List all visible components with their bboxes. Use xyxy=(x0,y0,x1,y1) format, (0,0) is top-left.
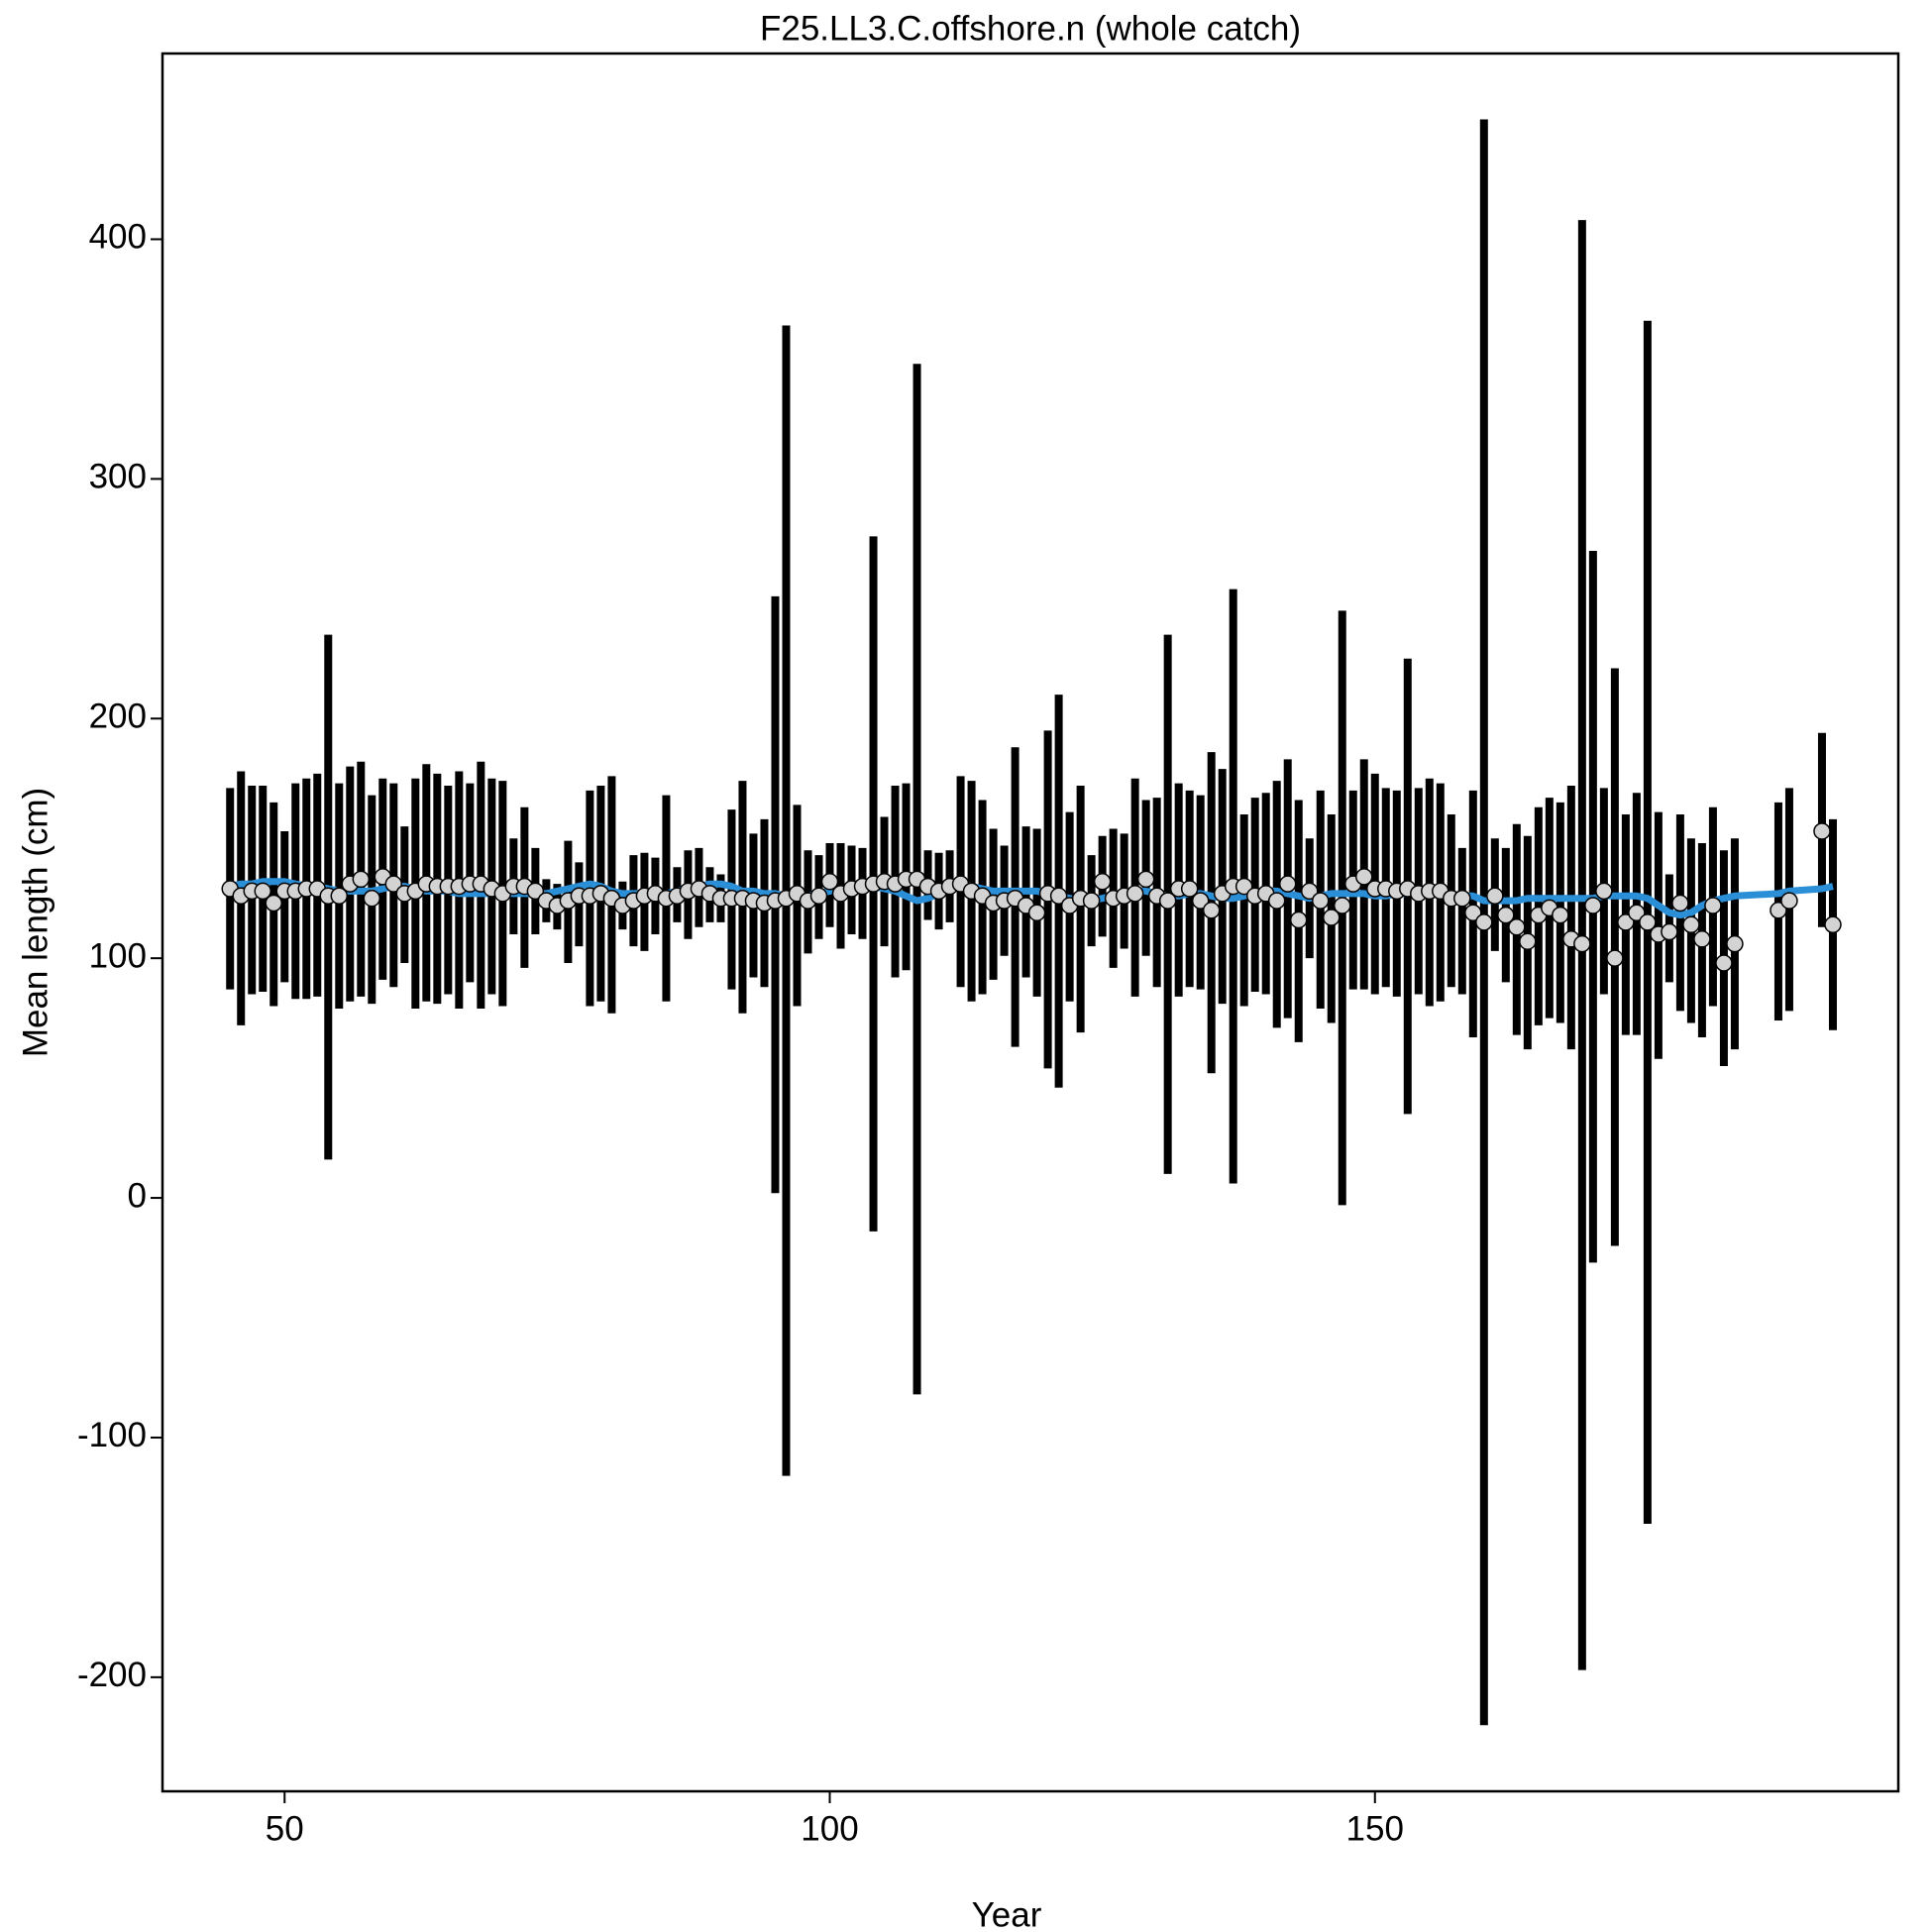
y-tick-label: 100 xyxy=(89,936,147,975)
mean-point xyxy=(1639,913,1657,931)
y-tick-label: 300 xyxy=(89,458,147,496)
y-tick-label: -100 xyxy=(77,1416,147,1454)
mean-point xyxy=(1606,949,1624,967)
mean-point xyxy=(1355,868,1373,886)
mean-point xyxy=(1027,904,1046,921)
mean-point xyxy=(1475,913,1493,931)
mean-point xyxy=(1278,875,1297,893)
mean-point xyxy=(1693,930,1711,948)
x-tick-label: 100 xyxy=(801,1809,858,1848)
x-tick-label: 150 xyxy=(1346,1809,1404,1848)
mean-point xyxy=(1191,892,1210,910)
x-tick-label: 50 xyxy=(266,1809,304,1848)
mean-point xyxy=(1464,904,1482,921)
mean-point xyxy=(1311,892,1330,910)
mean-point xyxy=(1453,889,1471,908)
mean-point xyxy=(265,894,283,912)
mean-point xyxy=(1780,892,1798,910)
y-tick-label: 400 xyxy=(89,218,147,257)
mean-point xyxy=(1573,934,1591,953)
mean-point xyxy=(1508,917,1526,936)
mean-point xyxy=(1671,894,1689,912)
mean-point xyxy=(1770,902,1787,919)
mean-point xyxy=(1202,902,1221,919)
mean-point xyxy=(1497,906,1515,924)
mean-point xyxy=(1824,915,1842,934)
mean-point xyxy=(1682,915,1700,934)
y-tick-label: -200 xyxy=(77,1656,147,1694)
mean-point xyxy=(1333,897,1351,914)
mean-point xyxy=(1093,873,1112,891)
mean-point xyxy=(1234,877,1253,896)
mean-point xyxy=(1486,887,1504,906)
mean-point xyxy=(1049,887,1068,906)
mean-point xyxy=(820,873,839,891)
mean-point xyxy=(1180,880,1199,898)
mean-point xyxy=(1126,885,1144,903)
mean-point xyxy=(1704,897,1722,914)
plot-frame xyxy=(161,52,1900,1793)
x-axis-label: Year xyxy=(972,1895,1042,1932)
mean-point xyxy=(1552,906,1569,924)
y-tick-label: 200 xyxy=(89,698,147,736)
mean-point xyxy=(1661,922,1678,941)
mean-point xyxy=(330,887,349,906)
chart-title: F25.LL3.C.offshore.n (whole catch) xyxy=(760,9,1301,48)
mean-point xyxy=(363,889,381,908)
mean-point xyxy=(1584,897,1602,914)
mean-point xyxy=(1726,934,1744,953)
mean-point xyxy=(1595,882,1613,901)
y-axis-label: Mean length (cm) xyxy=(16,788,54,1057)
mean-point xyxy=(1300,882,1319,901)
mean-point xyxy=(1082,892,1101,910)
mean-point xyxy=(1136,870,1155,889)
mean-point xyxy=(1158,892,1177,910)
mean-point xyxy=(1267,892,1286,910)
y-tick-label: 0 xyxy=(128,1176,147,1215)
mean-point xyxy=(384,875,403,893)
mean-point xyxy=(1628,904,1646,921)
mean-point xyxy=(254,882,271,901)
mean-point xyxy=(1617,913,1635,931)
mean-point xyxy=(1519,932,1537,950)
mean-point xyxy=(1813,822,1831,840)
mean-point xyxy=(809,887,828,906)
mean-point xyxy=(1715,954,1733,972)
mean-point xyxy=(1322,909,1341,926)
mean-point xyxy=(352,870,371,889)
mean-point xyxy=(1289,911,1308,929)
mean-point xyxy=(526,882,545,901)
